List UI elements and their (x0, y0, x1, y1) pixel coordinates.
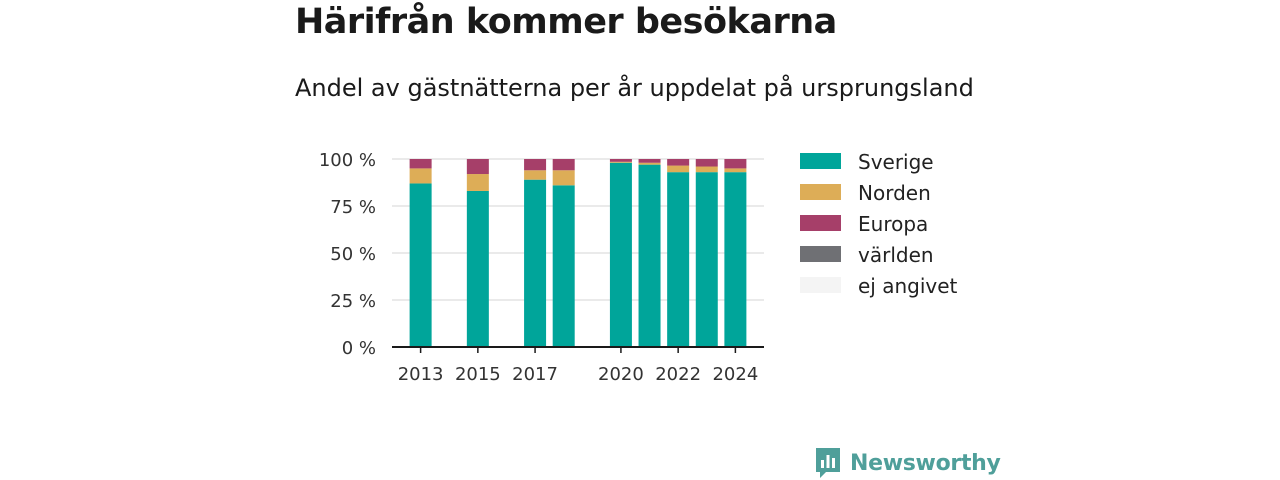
bar-segment[interactable] (638, 159, 661, 163)
logo-bar-3 (832, 458, 835, 468)
bar-segment[interactable] (609, 162, 632, 347)
bar-segment[interactable] (552, 185, 575, 347)
x-tick-label: 2015 (455, 364, 501, 385)
logo-bar-2 (826, 455, 830, 468)
bar-segment[interactable] (724, 168, 747, 173)
bar-segment[interactable] (667, 165, 690, 173)
chart-subtitle: Andel av gästnätterna per år uppdelat på… (295, 74, 974, 102)
legend-swatch[interactable] (800, 277, 841, 293)
x-tick-label: 2022 (655, 364, 701, 385)
bar-segment[interactable] (609, 159, 632, 162)
y-tick-label: 0 % (342, 338, 376, 359)
x-tick-label: 2017 (512, 364, 558, 385)
newsworthy-logo-icon (816, 448, 840, 478)
y-tick-label: 75 % (330, 197, 376, 218)
bar-segment[interactable] (724, 172, 747, 347)
bar-segment[interactable] (695, 172, 718, 347)
y-tick-label: 50 % (330, 244, 376, 265)
brand-name: Newsworthy (850, 450, 1001, 476)
bar-segment[interactable] (724, 159, 747, 169)
bar-segment[interactable] (695, 166, 718, 173)
legend-swatch[interactable] (800, 153, 841, 169)
bar-segment[interactable] (409, 168, 432, 184)
legend-swatch[interactable] (800, 215, 841, 231)
x-tick-label: 2013 (398, 364, 444, 385)
x-tick-label: 2020 (598, 364, 644, 385)
bars (409, 159, 747, 347)
bar-segment[interactable] (667, 172, 690, 347)
bar-segment[interactable] (695, 159, 718, 167)
legend-label[interactable]: ej angivet (858, 274, 958, 298)
bar-segment[interactable] (638, 164, 661, 347)
legend[interactable]: Sverige Norden Europa världen ej angivet (800, 150, 958, 298)
bar-segment[interactable] (552, 170, 575, 186)
legend-swatch[interactable] (800, 246, 841, 262)
bar-segment[interactable] (466, 174, 489, 191)
x-axis-labels: 2013 2015 2017 2020 2022 2024 (398, 347, 758, 385)
bar-segment[interactable] (524, 179, 547, 347)
newsworthy-logo: Newsworthy (814, 446, 1001, 480)
legend-label[interactable]: Sverige (858, 150, 934, 174)
y-axis-labels: 0 % 25 % 50 % 75 % 100 % (319, 150, 376, 359)
legend-swatch[interactable] (800, 184, 841, 200)
legend-label[interactable]: Europa (858, 212, 928, 236)
bar-segment[interactable] (638, 162, 661, 165)
stacked-bar-chart: 0 % 25 % 50 % 75 % 100 % 2013 2015 2017 2020 202… (319, 150, 958, 385)
logo-bar-1 (821, 460, 824, 468)
bar-segment[interactable] (609, 161, 632, 163)
y-tick-label: 25 % (330, 291, 376, 312)
legend-label[interactable]: världen (858, 243, 934, 267)
bar-segment[interactable] (667, 159, 690, 166)
bar-segment[interactable] (524, 170, 547, 180)
bar-segment[interactable] (466, 159, 489, 175)
x-tick-label: 2024 (712, 364, 758, 385)
chart-title: Härifrån kommer besökarna (295, 2, 837, 42)
legend-label[interactable]: Norden (858, 181, 931, 205)
y-tick-label: 100 % (319, 150, 376, 171)
bar-segment[interactable] (524, 159, 547, 171)
bar-segment[interactable] (409, 159, 432, 169)
bar-segment[interactable] (552, 159, 575, 171)
bar-segment[interactable] (466, 190, 489, 347)
bar-segment[interactable] (409, 183, 432, 347)
